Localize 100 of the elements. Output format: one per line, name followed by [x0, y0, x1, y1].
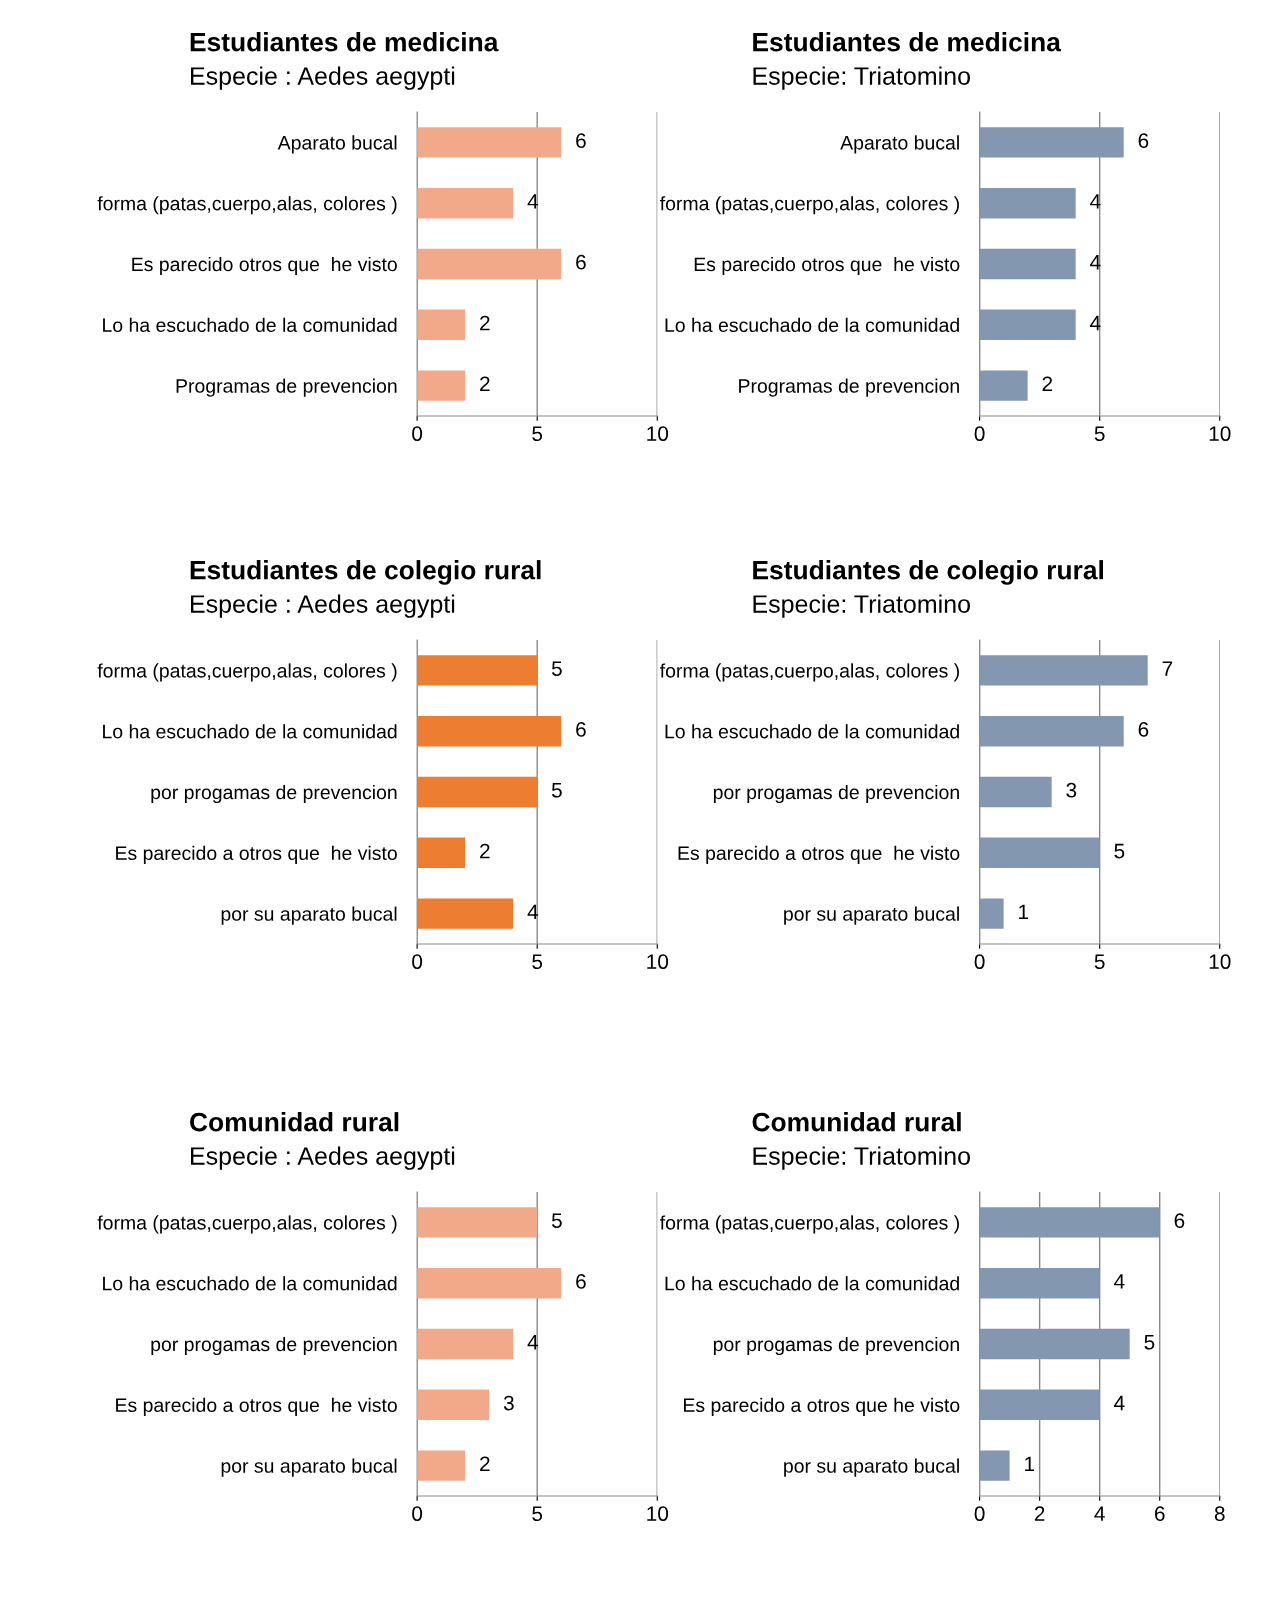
bar	[979, 898, 1004, 929]
y-tick-label: Lo ha escuchado de la comunidad	[665, 1276, 959, 1291]
bar	[417, 1389, 490, 1420]
data-label: 5	[551, 1213, 562, 1228]
bar	[417, 188, 514, 219]
x-tick-label: 10	[1209, 954, 1231, 970]
bar	[979, 1207, 1160, 1238]
chart-title: Comunidad rural	[752, 1112, 961, 1132]
bar	[979, 1328, 1130, 1360]
bar	[979, 309, 1076, 340]
y-tick-label: Es parecido a otros que he visto	[116, 1397, 397, 1416]
data-label: 1	[1025, 1456, 1035, 1471]
data-label: 4	[1114, 1395, 1125, 1411]
y-tick-label: forma (patas,cuerpo,alas, colores )	[660, 663, 959, 682]
chart-title: Estudiantes de medicina	[753, 32, 1062, 52]
chart-subtitle: Especie : Aedes aegypti	[191, 1146, 455, 1170]
bar	[979, 127, 1124, 158]
data-label: 2	[1042, 376, 1053, 391]
bar	[417, 248, 562, 280]
y-tick-label: Programas de prevencion	[176, 378, 397, 397]
y-tick-label: Lo ha escuchado de la comunidad	[103, 317, 397, 333]
bar	[417, 1268, 562, 1299]
bar	[979, 837, 1100, 868]
bar	[979, 1268, 1100, 1299]
bar	[979, 1450, 1010, 1481]
x-tick-label: 10	[647, 1506, 669, 1522]
y-tick-label: por progamas de prevencion	[151, 1336, 397, 1356]
data-label: 6	[576, 254, 586, 270]
x-tick-label: 8	[1214, 1506, 1225, 1522]
bar	[417, 716, 562, 747]
data-label: 5	[1114, 843, 1125, 859]
y-tick-label: por progamas de prevencion	[713, 1336, 959, 1356]
chart-subtitle: Especie: Triatomino	[753, 1146, 970, 1170]
x-tick-label: 4	[1094, 1506, 1105, 1521]
y-tick-label: por su aparato bucal	[784, 1458, 959, 1477]
bar	[417, 837, 466, 868]
x-tick-label: 0	[974, 426, 985, 442]
y-tick-label: por progamas de prevencion	[713, 784, 959, 804]
data-label: 4	[1090, 194, 1101, 209]
bar	[417, 309, 466, 340]
bar	[979, 248, 1076, 280]
data-label: 3	[1066, 782, 1077, 798]
data-label: 4	[1114, 1274, 1125, 1289]
data-label: 5	[1144, 1335, 1155, 1350]
x-tick-label: 6	[1154, 1506, 1165, 1522]
y-tick-label: Aparato bucal	[277, 135, 397, 154]
bar	[417, 1328, 514, 1360]
y-tick-label: Lo ha escuchado de la comunidad	[665, 724, 959, 739]
y-tick-label: Es parecido otros que he visto	[694, 256, 960, 276]
bar	[979, 776, 1052, 808]
data-label: 4	[1090, 255, 1101, 270]
data-label: 6	[1174, 1213, 1185, 1228]
data-label: 2	[480, 1456, 490, 1471]
data-label: 5	[551, 661, 562, 676]
data-label: 2	[480, 315, 490, 331]
chart-subtitle: Especie: Triatomino	[753, 594, 970, 618]
bar	[417, 1450, 466, 1481]
data-label: 6	[576, 1274, 586, 1289]
bar	[979, 655, 1148, 686]
data-label: 1	[1019, 904, 1029, 919]
bar	[417, 127, 562, 158]
bar	[979, 716, 1124, 747]
data-label: 6	[576, 133, 586, 148]
bar	[417, 655, 538, 686]
chart-subtitle: Especie : Aedes aegypti	[191, 66, 455, 90]
x-tick-label: 10	[647, 426, 669, 442]
data-label: 5	[551, 783, 562, 798]
x-tick-label: 5	[532, 954, 543, 970]
bar	[979, 370, 1028, 401]
y-tick-label: Lo ha escuchado de la comunidad	[103, 724, 397, 739]
x-tick-label: 0	[412, 954, 423, 970]
bar	[417, 776, 538, 808]
bar	[417, 1207, 538, 1238]
y-tick-label: Lo ha escuchado de la comunidad	[103, 1276, 397, 1291]
y-tick-label: Es parecido a otros que he visto	[116, 845, 397, 864]
y-tick-label: por progamas de prevencion	[151, 784, 397, 804]
y-tick-label: forma (patas,cuerpo,alas, colores )	[660, 196, 959, 215]
x-tick-label: 10	[1209, 426, 1231, 442]
bar	[979, 1389, 1100, 1420]
data-label: 6	[1138, 133, 1149, 148]
data-label: 4	[527, 1335, 539, 1350]
chart-title: Estudiantes de colegio rural	[190, 560, 541, 585]
data-label: 4	[1090, 315, 1101, 331]
data-label: 3	[503, 1395, 514, 1411]
x-tick-label: 0	[974, 954, 985, 970]
y-tick-label: Lo ha escuchado de la comunidad	[665, 317, 959, 333]
y-tick-label: Aparato bucal	[840, 135, 959, 154]
data-label: 2	[480, 376, 490, 391]
data-label: 6	[1138, 722, 1149, 737]
bar	[417, 370, 466, 401]
x-tick-label: 2	[1034, 1506, 1045, 1521]
bar	[417, 898, 514, 929]
x-tick-label: 10	[647, 954, 669, 970]
x-tick-label: 5	[1094, 954, 1105, 970]
y-tick-label: por su aparato bucal	[784, 906, 959, 925]
y-tick-label: Es parecido a otros que he visto	[678, 845, 960, 864]
chart-title: Estudiantes de medicina	[190, 32, 499, 52]
x-tick-label: 5	[1094, 426, 1105, 442]
data-label: 6	[576, 722, 586, 737]
y-tick-label: Es parecido a otros que he visto	[683, 1397, 960, 1416]
